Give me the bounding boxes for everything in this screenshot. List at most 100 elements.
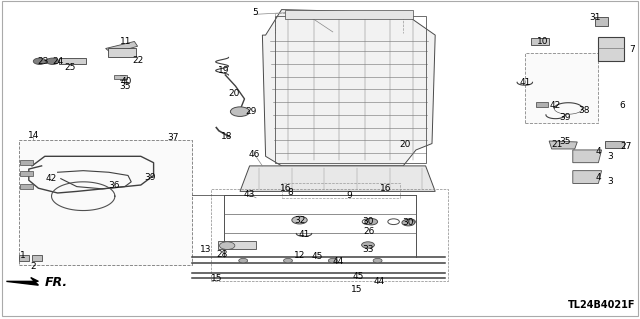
Text: 42: 42 (45, 174, 57, 183)
Text: 2: 2 (31, 262, 36, 271)
Text: 36: 36 (108, 181, 120, 189)
Circle shape (402, 219, 415, 226)
Text: 42: 42 (549, 101, 561, 110)
Text: 20: 20 (228, 89, 239, 98)
Text: TL24B4021F: TL24B4021F (568, 300, 635, 310)
Bar (536, 102, 548, 107)
Text: 35: 35 (119, 82, 131, 91)
Text: 33: 33 (362, 245, 374, 254)
Text: 41: 41 (519, 78, 531, 87)
Text: 15: 15 (351, 285, 363, 294)
Text: 39: 39 (559, 113, 571, 122)
Text: 30: 30 (402, 218, 413, 227)
Polygon shape (573, 171, 602, 183)
Text: 44: 44 (332, 257, 344, 266)
Text: 46: 46 (249, 150, 260, 159)
Circle shape (373, 258, 382, 263)
Text: 10: 10 (537, 37, 548, 46)
Text: 4: 4 (596, 147, 601, 156)
Text: 28: 28 (216, 250, 228, 259)
Text: 31: 31 (589, 13, 601, 22)
Bar (59, 58, 86, 64)
Text: 20: 20 (399, 140, 411, 149)
Circle shape (388, 219, 399, 225)
Bar (20, 160, 33, 165)
Circle shape (362, 242, 374, 248)
Text: 35: 35 (559, 137, 571, 146)
Text: 9: 9 (346, 191, 351, 200)
Circle shape (33, 58, 46, 64)
Text: 16: 16 (280, 184, 292, 193)
Text: 26: 26 (364, 227, 375, 236)
Text: 45: 45 (353, 272, 364, 281)
Bar (275, 16, 426, 163)
Polygon shape (106, 41, 138, 54)
Bar (598, 37, 624, 61)
Text: 22: 22 (132, 56, 143, 65)
Text: 4: 4 (596, 173, 601, 182)
Circle shape (230, 107, 250, 116)
Text: 37: 37 (167, 133, 179, 142)
Text: 44: 44 (373, 277, 385, 286)
Bar (108, 48, 136, 57)
Bar (114, 75, 127, 79)
Circle shape (239, 258, 248, 263)
Bar (218, 241, 256, 249)
Text: 15: 15 (211, 274, 222, 283)
Bar (120, 75, 125, 80)
Polygon shape (262, 10, 435, 166)
Bar (20, 184, 33, 189)
Bar (605, 141, 624, 148)
Polygon shape (240, 166, 435, 191)
Text: 3: 3 (607, 152, 612, 161)
Circle shape (46, 58, 59, 64)
Bar (595, 17, 608, 26)
Text: 32: 32 (294, 216, 305, 225)
Text: 16: 16 (380, 184, 392, 193)
Bar (531, 38, 549, 45)
Text: 21: 21 (551, 140, 563, 149)
Bar (19, 140, 192, 265)
Bar (32, 255, 42, 261)
Bar (525, 53, 598, 123)
Text: 43: 43 (244, 190, 255, 199)
Text: 40: 40 (120, 77, 132, 86)
Text: 24: 24 (52, 57, 63, 66)
Text: 18: 18 (221, 132, 233, 141)
Text: 5: 5 (252, 8, 257, 17)
Circle shape (362, 219, 374, 225)
Bar (19, 255, 29, 261)
Text: 14: 14 (28, 131, 39, 140)
Text: 45: 45 (311, 252, 323, 261)
Bar (285, 10, 413, 19)
Text: 30: 30 (362, 217, 374, 226)
Text: 39: 39 (145, 173, 156, 182)
Text: 7: 7 (630, 45, 635, 54)
Text: 41: 41 (298, 230, 310, 239)
Text: 3: 3 (607, 177, 612, 186)
Polygon shape (549, 141, 577, 149)
Polygon shape (6, 278, 38, 285)
Circle shape (328, 258, 337, 263)
Text: 23: 23 (38, 57, 49, 66)
Text: 1: 1 (20, 251, 25, 260)
Bar (282, 183, 400, 198)
Text: 25: 25 (65, 63, 76, 72)
Text: 6: 6 (620, 101, 625, 110)
Text: 12: 12 (294, 251, 305, 260)
Circle shape (292, 216, 307, 224)
Circle shape (365, 219, 378, 225)
Text: 11: 11 (120, 37, 132, 46)
Bar (211, 189, 448, 281)
Text: 27: 27 (620, 142, 632, 151)
Text: 19: 19 (218, 66, 230, 75)
Circle shape (404, 219, 415, 225)
Circle shape (220, 242, 235, 249)
Text: 8: 8 (287, 189, 292, 197)
Polygon shape (573, 150, 602, 163)
Text: 29: 29 (246, 107, 257, 116)
Circle shape (284, 258, 292, 263)
Bar (20, 171, 33, 176)
Text: FR.: FR. (45, 276, 68, 289)
Text: 13: 13 (200, 245, 212, 254)
